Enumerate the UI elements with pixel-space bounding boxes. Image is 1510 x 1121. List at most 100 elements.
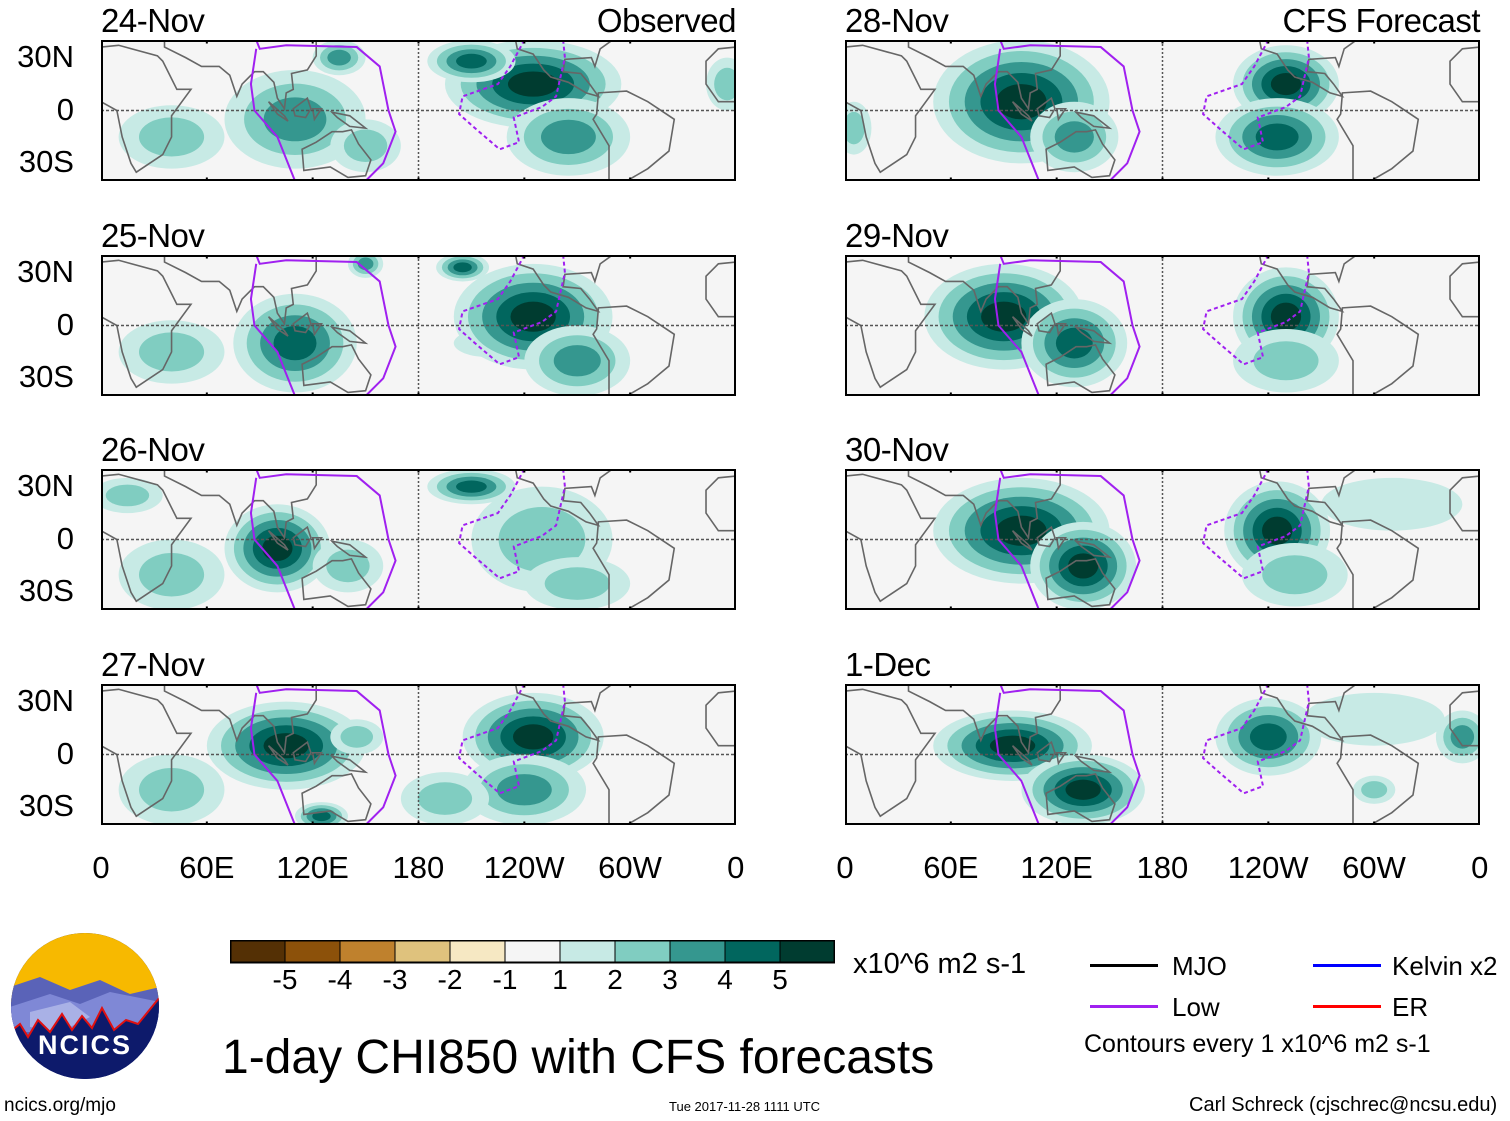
- lon-label: 120W: [1227, 850, 1309, 885]
- coastline: [101, 689, 191, 816]
- coastline: [293, 742, 311, 761]
- coastline: [1037, 742, 1055, 761]
- map-panel: [101, 255, 736, 396]
- footer-url[interactable]: ncics.org/mjo: [4, 1095, 116, 1116]
- panel-date: 25-Nov: [101, 217, 205, 254]
- mjo-high-contour-dashed: [459, 255, 565, 364]
- coastline: [1337, 306, 1418, 396]
- anomaly-contour: [312, 811, 331, 822]
- coastline: [706, 691, 736, 746]
- anomaly-contour: [343, 129, 388, 163]
- map-panel: [101, 40, 736, 181]
- coastline: [293, 527, 311, 546]
- coastline: [1046, 559, 1115, 607]
- anomaly-contour: [714, 67, 736, 101]
- map-panel: [101, 684, 736, 825]
- mjo-low-contour: [995, 478, 1039, 610]
- coastline: [1013, 317, 1032, 336]
- mjo-low-contour: [256, 40, 395, 181]
- anomaly-contour: [1361, 781, 1388, 799]
- coastline: [593, 91, 674, 181]
- coastline: [165, 684, 317, 753]
- anomaly-contour: [262, 535, 293, 561]
- coastline: [706, 262, 736, 317]
- coastline: [1337, 520, 1418, 610]
- coastline: [1013, 746, 1032, 765]
- anomaly-contour: [496, 774, 552, 806]
- map-panel: [845, 684, 1480, 825]
- panel-date: 28-Nov: [845, 2, 949, 39]
- coastline: [593, 520, 674, 610]
- colorbar-box: [669, 939, 726, 963]
- lat-label: 30S: [18, 144, 74, 179]
- colorbar-tick-label: 3: [662, 964, 678, 995]
- coastline: [1037, 313, 1055, 332]
- anomaly-contour: [1065, 779, 1101, 800]
- anomaly-contour: [996, 515, 1047, 546]
- panel-date: 26-Nov: [101, 431, 205, 468]
- coastline: [1450, 691, 1480, 746]
- anomaly-contour: [1249, 723, 1287, 751]
- legend-line-mjo: [1090, 964, 1158, 967]
- mjo-high-contour-dashed: [1203, 469, 1309, 578]
- figure-title: 1-day CHI850 with CFS forecasts: [222, 1031, 935, 1084]
- coastline: [101, 45, 191, 172]
- lat-label: 30N: [17, 254, 74, 289]
- coastline: [1450, 262, 1480, 317]
- coastline: [332, 112, 366, 128]
- panel-source-label: Observed: [596, 2, 737, 39]
- coastline: [313, 538, 322, 549]
- coastline: [332, 756, 366, 772]
- panel-date: 30-Nov: [845, 431, 949, 468]
- anomaly-contour: [1450, 725, 1475, 749]
- mjo-low-contour: [251, 693, 295, 825]
- panel-date: 24-Nov: [101, 2, 205, 39]
- coastline: [1260, 684, 1357, 740]
- colorbar-box: [339, 939, 396, 963]
- coastline: [1076, 327, 1110, 343]
- coastline: [101, 260, 191, 387]
- coastline: [706, 47, 736, 102]
- coastline: [706, 476, 736, 531]
- anomaly-contour: [981, 301, 1027, 332]
- coastline: [593, 306, 674, 396]
- coastline: [1046, 345, 1115, 393]
- anomaly-contour: [507, 71, 559, 97]
- lat-label: 30N: [17, 683, 74, 718]
- coastline: [101, 474, 191, 601]
- coastline: [313, 324, 322, 335]
- colorbar-box: [449, 939, 506, 963]
- anomaly-contour: [417, 782, 473, 815]
- coastline: [845, 260, 935, 387]
- lat-label: 0: [56, 307, 74, 342]
- anomaly-contour: [263, 97, 327, 142]
- colorbar-box: [284, 939, 341, 963]
- anomaly-contour: [512, 724, 554, 750]
- mjo-low-contour: [995, 264, 1039, 396]
- mjo-low-contour: [1000, 684, 1139, 825]
- legend-label-low: Low: [1172, 992, 1220, 1022]
- mjo-low-contour: [995, 693, 1039, 825]
- colorbar-tick-label: -3: [382, 964, 408, 995]
- lat-label: 30N: [17, 39, 74, 74]
- anomaly-contour: [1054, 121, 1094, 153]
- lon-label: 60W: [598, 850, 662, 885]
- lat-label: 0: [56, 736, 74, 771]
- anomaly-contour: [138, 553, 205, 597]
- map-panel: [845, 40, 1480, 181]
- mjo-low-contour: [251, 264, 295, 396]
- mjo-low-contour: [256, 255, 395, 396]
- anomaly-contour: [544, 567, 610, 600]
- coastline: [516, 40, 613, 96]
- legend-line-er: [1313, 1005, 1381, 1008]
- lon-label: 180: [1136, 850, 1189, 885]
- legend-line-low: [1090, 1005, 1158, 1008]
- footer-timestamp: Tue 2017-11-28 1111 UTC: [669, 1099, 821, 1114]
- anomaly-contour: [1068, 553, 1099, 579]
- coastline: [1260, 469, 1357, 525]
- colorbar-tick-label: -5: [272, 964, 298, 995]
- mjo-low-contour: [251, 478, 295, 610]
- anomaly-contour: [1255, 123, 1299, 151]
- anomaly-contour: [1253, 341, 1319, 381]
- lon-label: 60E: [923, 850, 979, 885]
